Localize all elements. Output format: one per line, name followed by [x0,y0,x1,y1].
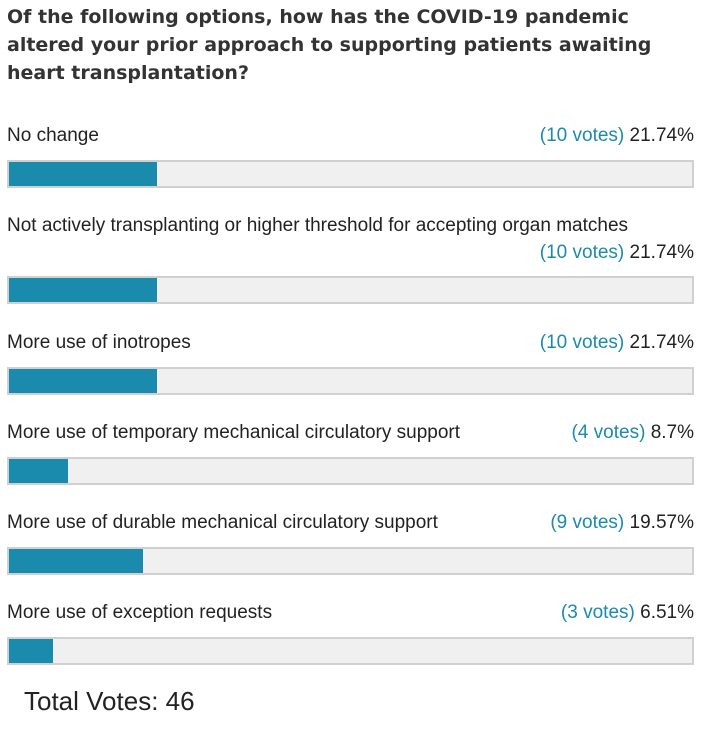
result-bar [7,547,694,575]
vote-count: (10 votes) [539,332,625,353]
result-bar-fill [9,162,158,186]
poll-option: More use of exception requests (3 votes)… [7,601,694,665]
option-label: More use of durable mechanical circulato… [7,512,438,533]
poll-question: Of the following options, how has the CO… [7,6,652,84]
vote-percent: 21.74% [629,332,694,353]
vote-count: (4 votes) [571,422,646,443]
vote-percent: 19.57% [629,512,694,533]
result-bar [7,367,694,395]
poll-option: More use of inotropes (10 votes) 21.74% [7,331,694,395]
poll-option: More use of temporary mechanical circula… [7,421,694,485]
poll-option: No change (10 votes) 21.74% [7,124,694,188]
result-bar-fill [9,459,69,483]
option-label: Not actively transplanting or higher thr… [7,215,629,236]
vote-percent: 8.7% [650,422,694,443]
result-bar-fill [9,639,54,663]
result-bar [7,637,694,665]
vote-count: (9 votes) [550,512,625,533]
vote-percent: 21.74% [629,242,694,263]
total-votes: Total Votes: 46 [24,686,195,716]
vote-count: (10 votes) [539,242,625,263]
vote-count: (3 votes) [560,602,635,623]
result-bar-fill [9,549,143,573]
poll-option: Not actively transplanting or higher thr… [7,214,694,304]
option-label: More use of exception requests [7,602,273,623]
vote-percent: 6.51% [640,602,694,623]
vote-percent: 21.74% [629,125,694,146]
poll-option: More use of durable mechanical circulato… [7,511,694,575]
result-bar [7,160,694,188]
option-label: More use of inotropes [7,332,191,353]
result-bar-fill [9,278,158,302]
option-label: More use of temporary mechanical circula… [7,422,461,443]
option-label: No change [7,125,99,146]
vote-count: (10 votes) [539,125,625,146]
result-bar [7,457,694,485]
result-bar [7,276,694,304]
result-bar-fill [9,369,158,393]
